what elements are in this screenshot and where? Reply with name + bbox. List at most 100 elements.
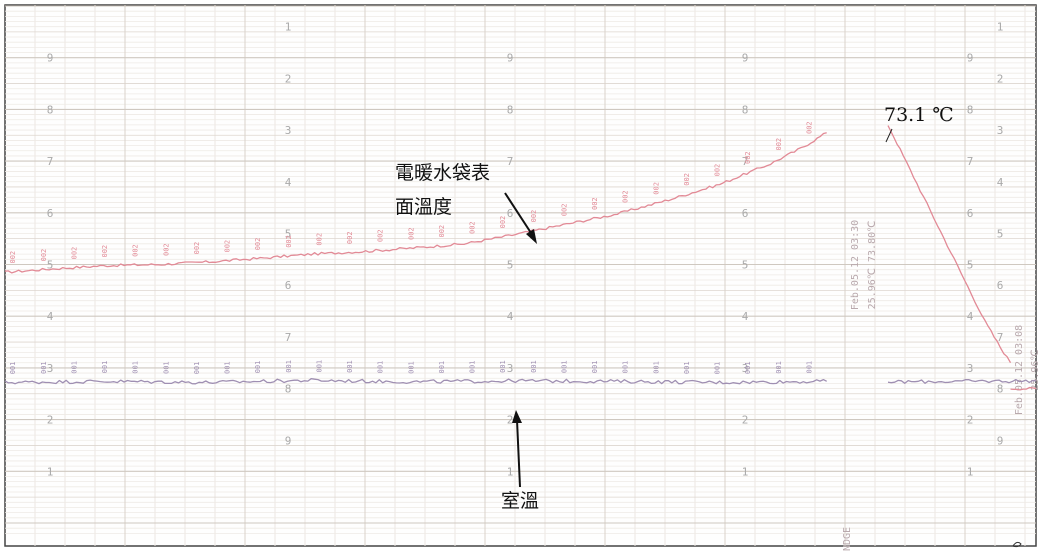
- series-marker: 001: [438, 361, 446, 374]
- scale-number: 1: [507, 465, 514, 478]
- series-marker: 002: [132, 244, 140, 257]
- series-marker: 001: [714, 362, 722, 375]
- series-marker: 002: [193, 242, 201, 255]
- scale-number: 2: [285, 72, 292, 85]
- series-marker: 001: [407, 361, 415, 374]
- scale-number: 9: [997, 434, 1004, 447]
- series-marker: 002: [101, 245, 109, 258]
- scale-number: 9: [507, 52, 514, 65]
- scale-number: 8: [967, 103, 974, 116]
- scale-number: 2: [507, 414, 514, 427]
- series-marker: 002: [744, 151, 752, 164]
- series-marker: 001: [683, 361, 691, 374]
- peak-tick: [885, 128, 893, 143]
- scale-number: 4: [742, 310, 749, 323]
- series-marker: 001: [224, 361, 232, 374]
- scale-number: 6: [967, 207, 974, 220]
- recorder-stamp: 25.96℃: [1030, 349, 1041, 390]
- series-marker: 002: [683, 173, 691, 186]
- series-marker: 001: [101, 361, 109, 374]
- series-marker: 002: [560, 204, 568, 217]
- surface-arrowhead: [526, 229, 537, 244]
- scale-number: 7: [507, 155, 514, 168]
- scale-number: 8: [507, 103, 514, 116]
- surface-label-line1: 電暖水袋表: [395, 162, 490, 184]
- scale-number: 7: [997, 331, 1004, 344]
- series-line-0: [4, 132, 827, 274]
- scale-number: 9: [47, 52, 54, 65]
- series-line-0: [887, 125, 1012, 364]
- series-marker: 002: [499, 216, 507, 229]
- scale-number: 1: [742, 465, 749, 478]
- surface-annotation: 電暖水袋表 面溫度: [395, 162, 537, 244]
- series-marker: 001: [652, 361, 660, 374]
- chart-border: [4, 4, 1037, 547]
- scale-number: 1: [285, 21, 292, 34]
- scale-number: 5: [742, 259, 749, 272]
- scale-number: 7: [285, 331, 292, 344]
- scale-number: 8: [742, 103, 749, 116]
- scale-number: 6: [997, 279, 1004, 292]
- scale-number: 9: [742, 52, 749, 65]
- scale-number: 3: [507, 362, 514, 375]
- scale-number: 3: [967, 362, 974, 375]
- series-marker: 002: [162, 243, 170, 256]
- scale-number: 4: [967, 310, 974, 323]
- series-marker: 002: [285, 235, 293, 248]
- scale-number: 6: [285, 279, 292, 292]
- scale-number: 5: [997, 227, 1004, 240]
- series-marker: 001: [193, 362, 201, 375]
- series-marker: 001: [40, 361, 48, 374]
- scale-number: 1: [47, 465, 54, 478]
- series-marker: 001: [285, 360, 293, 373]
- series-marker: 001: [560, 360, 568, 373]
- series-marker: 001: [499, 360, 507, 373]
- scale-number: 7: [967, 155, 974, 168]
- scale-labels: 9 8 7 6 5 4 3 2 1 9 8 7 6 5 4 3 2 1 9 8 7 6 5 4 3 2 1 9 8 7 6 5 4 3 2 1 1 2 3 4…: [47, 21, 1004, 479]
- corner-mark: [1012, 541, 1022, 548]
- surface-label-line2: 面溫度: [395, 196, 452, 218]
- series-marker: 001: [377, 361, 385, 374]
- series-marker: 002: [407, 227, 415, 240]
- series-marker: 002: [530, 210, 538, 223]
- scale-number: 7: [742, 155, 749, 168]
- room-annotation: 室溫: [501, 410, 539, 512]
- scale-number: 9: [285, 434, 292, 447]
- scale-number: 8: [997, 383, 1004, 396]
- scale-number: 9: [967, 52, 974, 65]
- scale-number: 4: [997, 176, 1004, 189]
- surface-arrow-line: [504, 192, 534, 237]
- series-marker: 002: [652, 182, 660, 195]
- scale-number: 4: [507, 310, 514, 323]
- recorder-stamp: MONDGE: [842, 527, 853, 551]
- scale-number: 3: [285, 124, 292, 137]
- series-marker: 002: [622, 190, 630, 203]
- scale-number: 6: [47, 207, 54, 220]
- series-marker: 001: [591, 361, 599, 374]
- series-marker: 001: [71, 361, 79, 374]
- scale-number: 4: [47, 310, 54, 323]
- scale-number: 5: [507, 259, 514, 272]
- room-label: 室溫: [501, 490, 539, 512]
- scale-number: 7: [47, 155, 54, 168]
- scale-number: 2: [997, 72, 1004, 85]
- recorder-stamp: Feb.05.12 03:30: [850, 220, 861, 310]
- series-marker: 002: [40, 249, 48, 262]
- series-line-1: [887, 378, 1037, 384]
- series-marker: 002: [805, 121, 813, 134]
- series-marker: 001: [9, 362, 17, 375]
- scale-number: 5: [47, 259, 54, 272]
- series-marker: 002: [469, 221, 477, 234]
- series-marker: 001: [315, 360, 323, 373]
- room-arrow-line: [516, 419, 521, 488]
- series-marker: 002: [254, 238, 262, 251]
- series-marker: 002: [71, 247, 79, 260]
- series-layer: [4, 125, 1037, 391]
- scale-number: 3: [742, 362, 749, 375]
- series-markers: 002 002 002 002 002 002 002 002 002 002 002 002 002 0…: [9, 121, 813, 374]
- scale-number: 2: [967, 414, 974, 427]
- series-line-0: [1010, 386, 1037, 391]
- room-arrowhead: [512, 410, 522, 423]
- series-marker: 002: [315, 233, 323, 246]
